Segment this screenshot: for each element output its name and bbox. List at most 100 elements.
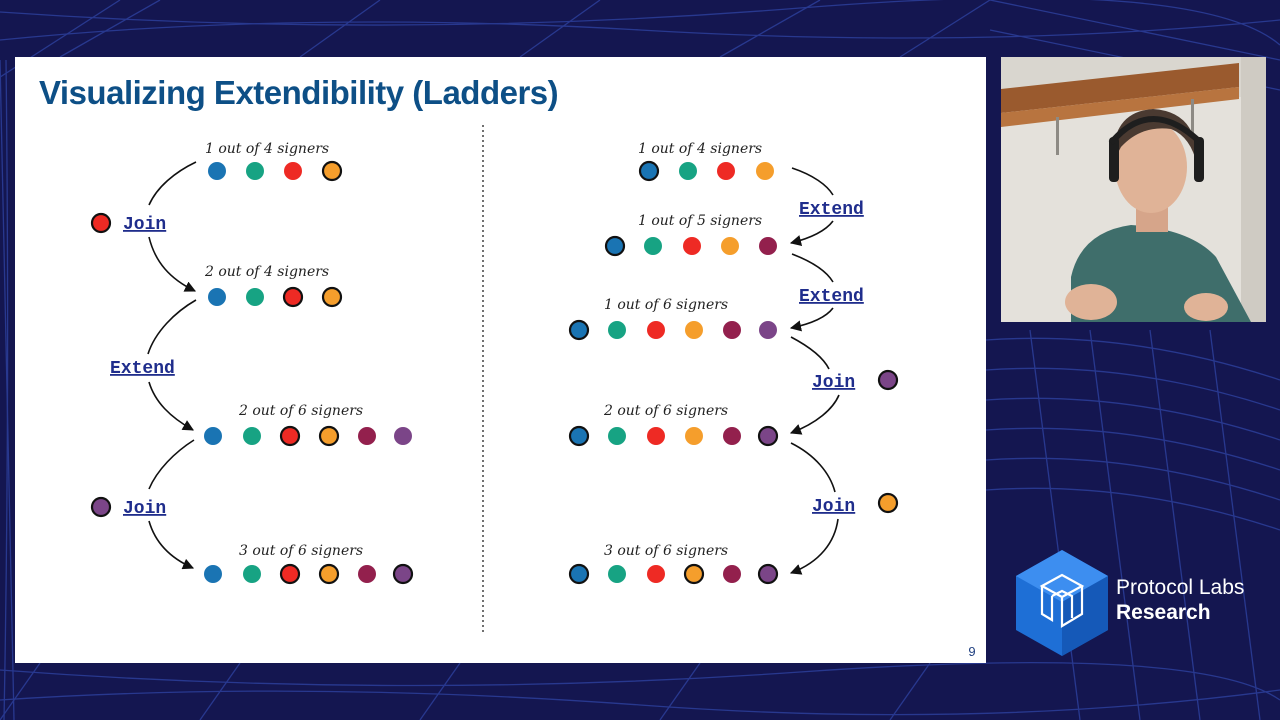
op-label-join: Join — [812, 373, 855, 393]
right-row-4: 2 out of 6 signers — [568, 403, 779, 447]
signer-dot-blue — [568, 319, 590, 341]
signer-dot-blue — [568, 563, 590, 585]
signer-dot-maroon — [358, 565, 376, 583]
signer-dot-blue — [208, 162, 226, 180]
signer-dot-orange — [321, 160, 343, 182]
row-label: 3 out of 6 signers — [239, 543, 363, 559]
joining-signer-dot — [90, 212, 112, 234]
right-arrow-2b — [789, 307, 834, 332]
right-row-3: 1 out of 6 signers — [568, 297, 777, 341]
row-label: 1 out of 4 signers — [638, 141, 762, 157]
left-row-1: 1 out of 4 signers — [205, 141, 343, 182]
right-row-1: 1 out of 4 signers — [638, 141, 774, 182]
signer-dot-green — [243, 427, 261, 445]
signer-dot-green — [608, 321, 626, 339]
signer-dot-red — [647, 427, 665, 445]
signer-dot-maroon — [723, 321, 741, 339]
right-op-join-2: Join — [812, 492, 899, 517]
signer-dot-blue — [638, 160, 660, 182]
row-label: 2 out of 6 signers — [238, 403, 363, 419]
op-label-extend: Extend — [799, 287, 864, 307]
row-label: 1 out of 5 signers — [638, 213, 762, 229]
slide-number: 9 — [968, 644, 975, 659]
op-label-join: Join — [123, 215, 166, 235]
signer-dot-blue — [204, 565, 222, 583]
signer-dot-green — [608, 427, 626, 445]
hexagon-logo-icon — [1016, 550, 1108, 656]
right-arrow-3b — [789, 394, 840, 435]
signer-dot-green — [243, 565, 261, 583]
row-label: 1 out of 6 signers — [604, 297, 728, 313]
signer-dot-green — [644, 237, 662, 255]
left-op-extend: Extend — [110, 359, 175, 379]
webcam-feed — [1001, 57, 1266, 322]
left-arrow-1a — [148, 161, 197, 206]
signer-dot-purple — [392, 563, 414, 585]
signer-dot-orange — [685, 321, 703, 339]
signer-dot-orange — [683, 563, 705, 585]
speaker-video-icon — [1001, 57, 1266, 322]
logo-line-2: Research — [1116, 601, 1211, 624]
left-arrow-1b — [148, 236, 197, 292]
right-row-5: 3 out of 6 signers — [568, 543, 779, 585]
signer-dot-red — [647, 565, 665, 583]
signer-dot-green — [679, 162, 697, 180]
signer-dot-purple — [394, 427, 412, 445]
op-label-extend: Extend — [799, 200, 864, 220]
left-row-3: 2 out of 6 signers — [204, 403, 412, 447]
signer-dot-orange — [685, 427, 703, 445]
left-op-join-2: Join — [90, 496, 166, 519]
signer-dot-maroon — [358, 427, 376, 445]
signer-dot-green — [246, 288, 264, 306]
right-arrow-2a — [791, 253, 834, 283]
signer-dot-orange — [321, 286, 343, 308]
logo-line-1: Protocol Labs — [1116, 576, 1245, 599]
signer-dot-blue — [204, 427, 222, 445]
signer-dot-purple — [757, 425, 779, 447]
signer-dot-blue — [604, 235, 626, 257]
right-op-extend-2: Extend — [799, 287, 864, 307]
signer-dot-red — [717, 162, 735, 180]
signer-dot-purple — [759, 321, 777, 339]
joining-signer-dot — [877, 369, 899, 391]
right-op-join-1: Join — [812, 369, 899, 393]
signer-dot-maroon — [759, 237, 777, 255]
protocol-labs-logo: Protocol Labs Research — [1010, 548, 1270, 658]
signer-dot-orange — [756, 162, 774, 180]
right-arrow-1b — [789, 220, 834, 246]
signer-dot-red — [284, 162, 302, 180]
right-row-2: 1 out of 5 signers — [604, 213, 777, 257]
op-label-join: Join — [812, 497, 855, 517]
left-ladder: 1 out of 4 signers 2 out of 4 signers 2 … — [90, 141, 414, 585]
slide: Visualizing Extendibility (Ladders) 1 ou… — [15, 57, 986, 663]
left-row-4: 3 out of 6 signers — [204, 543, 414, 585]
right-arrow-4b — [789, 518, 839, 575]
signer-dot-green — [608, 565, 626, 583]
signer-dot-purple — [757, 563, 779, 585]
right-arrow-1a — [791, 167, 834, 196]
signer-dot-blue — [208, 288, 226, 306]
left-row-2: 2 out of 4 signers — [204, 264, 343, 308]
signer-dot-blue — [568, 425, 590, 447]
right-arrow-3a — [790, 336, 830, 370]
right-op-extend-1: Extend — [799, 200, 864, 220]
signer-dot-orange — [318, 425, 340, 447]
row-label: 3 out of 6 signers — [604, 543, 728, 559]
left-op-join-1: Join — [90, 212, 166, 235]
signer-dot-green — [246, 162, 264, 180]
left-arrow-2b — [148, 381, 194, 431]
signer-dot-red — [282, 286, 304, 308]
ladder-diagram: Visualizing Extendibility (Ladders) 1 ou… — [39, 74, 976, 659]
right-ladder: 1 out of 4 signers 1 out of 5 signers 1 … — [568, 141, 899, 585]
signer-dot-maroon — [723, 565, 741, 583]
signer-dot-red — [647, 321, 665, 339]
op-label-join: Join — [123, 499, 166, 519]
left-arrow-2a — [147, 299, 197, 355]
signer-dot-orange — [721, 237, 739, 255]
left-arrow-3b — [148, 520, 195, 570]
op-label-extend: Extend — [110, 359, 175, 379]
row-label: 2 out of 6 signers — [603, 403, 728, 419]
joining-signer-dot — [90, 496, 112, 518]
signer-dot-orange — [318, 563, 340, 585]
signer-dot-red — [279, 563, 301, 585]
